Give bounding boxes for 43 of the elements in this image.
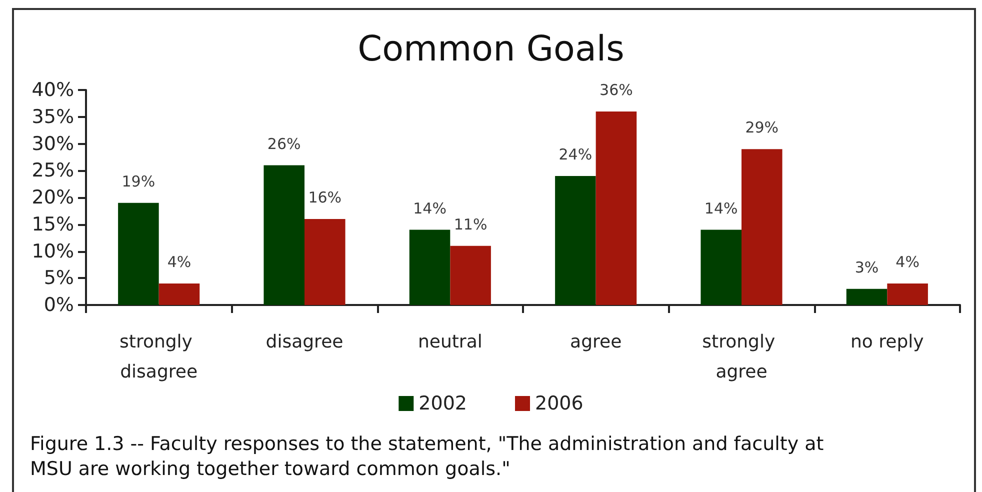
data-label: 19% [122, 172, 156, 190]
bar [555, 176, 596, 305]
x-tick-label: agree [570, 332, 622, 352]
bar [304, 219, 346, 305]
y-tick-label: 35% [32, 106, 74, 128]
x-tick-label: strongly agree [702, 332, 781, 382]
data-label: 4% [167, 253, 192, 271]
x-tick-label: disagree [266, 332, 344, 352]
data-label: 16% [308, 188, 342, 206]
y-tick-label: 25% [32, 160, 74, 182]
y-tick-label: 40% [32, 79, 74, 101]
y-tick-label: 30% [32, 132, 74, 155]
bar [742, 149, 782, 305]
bar [158, 284, 200, 305]
bar [846, 288, 888, 305]
y-tick-label: 15% [32, 213, 74, 236]
data-label: 36% [600, 81, 633, 99]
data-label: 14% [413, 199, 446, 218]
y-tick-label: 5% [44, 267, 74, 290]
legend-label: 2002 [418, 392, 468, 414]
bar [118, 202, 159, 305]
bar [450, 246, 491, 305]
x-tick-label: no reply [850, 332, 924, 352]
bar [264, 165, 304, 305]
data-label: 3% [854, 258, 879, 276]
bar [596, 112, 637, 305]
x-tick-label: neutral [418, 332, 482, 352]
y-tick-label: 10% [32, 240, 74, 262]
caption: Figure 1.3 -- Faculty responses to the statement, "The administration and faculty at MSU are working together toward common goals." [30, 432, 825, 482]
chart-title: Common Goals [358, 30, 624, 70]
bar [409, 230, 450, 305]
x-tick-label: strongly disagree [119, 332, 198, 382]
y-tick-label: 20% [32, 186, 74, 208]
data-label: 26% [267, 134, 301, 153]
data-label: 14% [704, 199, 738, 218]
bar [887, 284, 928, 305]
legend-label: 2006 [535, 392, 584, 414]
data-label: 29% [745, 118, 779, 137]
bar [700, 230, 742, 305]
y-tick-label: 0% [44, 294, 74, 316]
data-label: 24% [558, 146, 592, 164]
data-label: 11% [454, 215, 488, 234]
data-label: 4% [896, 253, 920, 271]
